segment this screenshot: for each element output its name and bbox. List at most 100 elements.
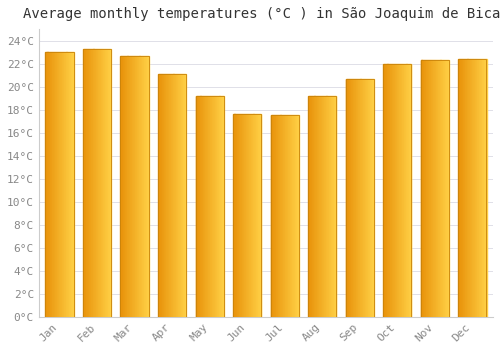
Bar bbox=[313, 96, 314, 317]
Bar bbox=[234, 114, 235, 317]
Bar bbox=[88, 49, 90, 317]
Bar bbox=[198, 96, 199, 317]
Bar bbox=[281, 116, 282, 317]
Bar bbox=[50, 52, 51, 317]
Bar bbox=[209, 96, 210, 317]
Bar bbox=[282, 116, 284, 317]
Bar bbox=[172, 74, 173, 317]
Bar bbox=[51, 52, 52, 317]
Bar bbox=[93, 49, 94, 317]
Bar bbox=[389, 64, 390, 317]
Bar bbox=[287, 116, 288, 317]
Bar bbox=[354, 78, 355, 317]
Bar bbox=[478, 59, 479, 317]
Bar bbox=[298, 116, 299, 317]
Bar bbox=[196, 96, 197, 317]
Bar bbox=[394, 64, 396, 317]
Bar bbox=[439, 60, 440, 317]
Bar bbox=[48, 52, 49, 317]
Bar bbox=[176, 74, 177, 317]
Bar bbox=[321, 96, 322, 317]
Bar bbox=[260, 114, 262, 317]
Bar bbox=[85, 49, 86, 317]
Bar bbox=[440, 60, 441, 317]
Bar bbox=[130, 56, 131, 317]
Bar bbox=[362, 78, 364, 317]
Bar bbox=[133, 56, 134, 317]
Bar bbox=[214, 96, 216, 317]
Bar bbox=[333, 96, 334, 317]
Bar bbox=[360, 78, 361, 317]
Bar bbox=[108, 49, 109, 317]
Bar bbox=[132, 56, 133, 317]
Bar bbox=[272, 116, 274, 317]
Bar bbox=[147, 56, 148, 317]
Bar bbox=[233, 114, 261, 317]
Bar bbox=[367, 78, 368, 317]
Bar bbox=[291, 116, 292, 317]
Bar bbox=[288, 116, 289, 317]
Bar bbox=[56, 52, 58, 317]
Bar bbox=[400, 64, 401, 317]
Bar bbox=[53, 52, 54, 317]
Bar bbox=[63, 52, 64, 317]
Bar bbox=[46, 52, 74, 317]
Bar bbox=[464, 59, 466, 317]
Bar bbox=[387, 64, 388, 317]
Bar bbox=[391, 64, 392, 317]
Bar bbox=[222, 96, 223, 317]
Bar bbox=[398, 64, 400, 317]
Bar bbox=[173, 74, 174, 317]
Bar bbox=[430, 60, 432, 317]
Bar bbox=[138, 56, 139, 317]
Bar bbox=[429, 60, 430, 317]
Bar bbox=[255, 114, 256, 317]
Bar bbox=[468, 59, 469, 317]
Bar bbox=[370, 78, 371, 317]
Bar bbox=[410, 64, 412, 317]
Bar bbox=[405, 64, 406, 317]
Bar bbox=[170, 74, 172, 317]
Bar bbox=[246, 114, 247, 317]
Bar bbox=[335, 96, 336, 317]
Bar bbox=[466, 59, 467, 317]
Bar bbox=[221, 96, 222, 317]
Bar bbox=[97, 49, 98, 317]
Bar bbox=[279, 116, 280, 317]
Bar bbox=[55, 52, 56, 317]
Bar bbox=[160, 74, 161, 317]
Bar bbox=[408, 64, 410, 317]
Bar bbox=[421, 60, 422, 317]
Bar bbox=[60, 52, 61, 317]
Bar bbox=[258, 114, 259, 317]
Bar bbox=[472, 59, 473, 317]
Bar bbox=[174, 74, 175, 317]
Bar bbox=[286, 116, 287, 317]
Bar bbox=[199, 96, 200, 317]
Bar bbox=[432, 60, 433, 317]
Bar bbox=[128, 56, 129, 317]
Bar bbox=[204, 96, 206, 317]
Bar bbox=[184, 74, 186, 317]
Bar bbox=[166, 74, 167, 317]
Bar bbox=[201, 96, 202, 317]
Bar bbox=[422, 60, 423, 317]
Bar bbox=[87, 49, 88, 317]
Bar bbox=[396, 64, 398, 317]
Bar bbox=[467, 59, 468, 317]
Bar bbox=[102, 49, 104, 317]
Bar bbox=[473, 59, 474, 317]
Bar bbox=[244, 114, 245, 317]
Bar bbox=[72, 52, 73, 317]
Bar bbox=[361, 78, 362, 317]
Bar bbox=[46, 52, 47, 317]
Bar bbox=[392, 64, 393, 317]
Bar bbox=[383, 64, 412, 317]
Bar bbox=[442, 60, 444, 317]
Bar bbox=[347, 78, 348, 317]
Bar bbox=[481, 59, 482, 317]
Bar bbox=[318, 96, 319, 317]
Bar bbox=[54, 52, 56, 317]
Bar bbox=[90, 49, 92, 317]
Bar bbox=[278, 116, 279, 317]
